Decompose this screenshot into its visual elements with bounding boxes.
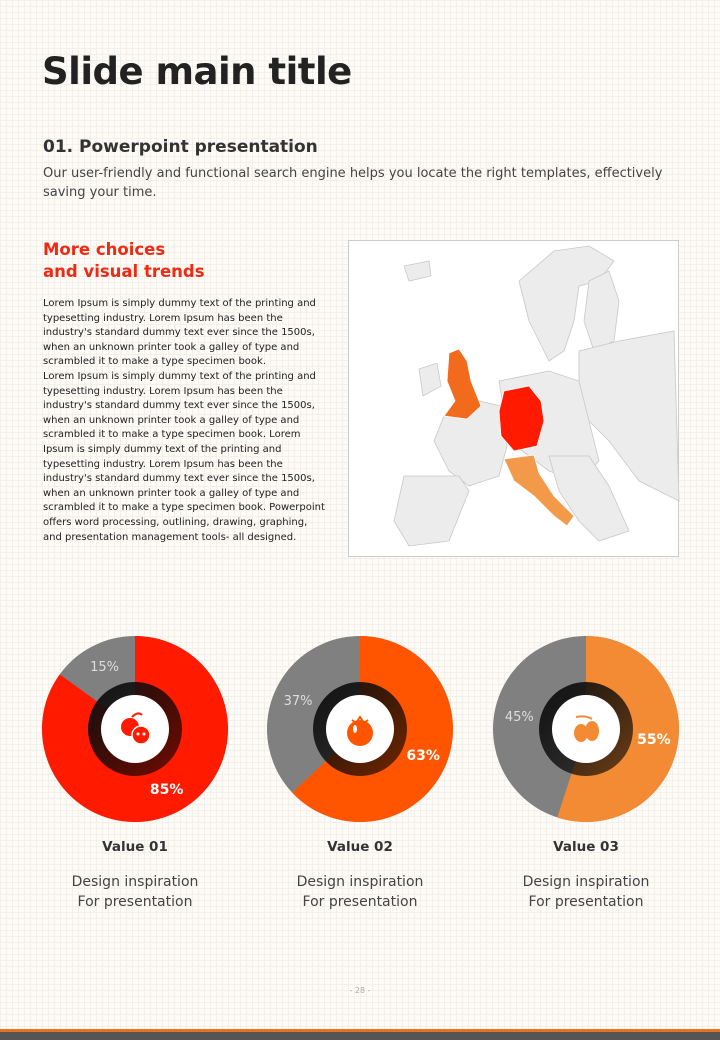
remainder-label: 45% [504, 710, 534, 726]
slide-title: Slide main title [42, 50, 352, 93]
value-title: Value 01 [102, 839, 168, 855]
feature-heading-line2: and visual trends [43, 262, 205, 281]
donut-chart-2: 63% 37% [267, 636, 453, 822]
map-scandinavia [518, 245, 615, 362]
map-italy [503, 454, 575, 527]
value-label: 85% [149, 781, 184, 798]
map-iceland [403, 260, 432, 282]
footer-bar [0, 1032, 720, 1040]
map-iberia [393, 475, 470, 547]
section-heading: 01. Powerpoint presentation [43, 137, 318, 157]
map-uk [443, 348, 482, 420]
map-germany [498, 385, 545, 452]
value-title: Value 02 [327, 839, 393, 855]
remainder-label: 15% [90, 660, 120, 676]
value-description: Design inspiration For presentation [71, 874, 199, 910]
map-ireland [418, 362, 442, 397]
plum-icon [574, 715, 599, 742]
value-description: Design inspiration For presentation [296, 874, 424, 910]
donut-chart-3: 55% 45% [493, 636, 679, 822]
value-label: 63% [406, 748, 440, 764]
footer-accent-bar [0, 1029, 720, 1032]
map-balkans [548, 455, 630, 542]
map-france [433, 400, 508, 487]
feature-heading-line1: More choices [43, 240, 166, 259]
value-title: Value 03 [553, 839, 619, 855]
tomato-icon [347, 715, 373, 746]
apple-icon [121, 712, 151, 745]
page-number: - 28 - [349, 986, 371, 995]
feature-heading: More choices and visual trends [43, 239, 293, 283]
donut-chart-1: 85% 15% [41, 636, 228, 822]
map-finland [583, 270, 620, 352]
section-text: Our user-friendly and functional search … [43, 166, 663, 200]
europe-map [348, 240, 680, 557]
value-description: Design inspiration For presentation [522, 874, 650, 910]
feature-body: Lorem Ipsum is simply dummy text of the … [43, 298, 325, 543]
value-label: 55% [637, 731, 671, 748]
remainder-label: 37% [283, 693, 313, 709]
